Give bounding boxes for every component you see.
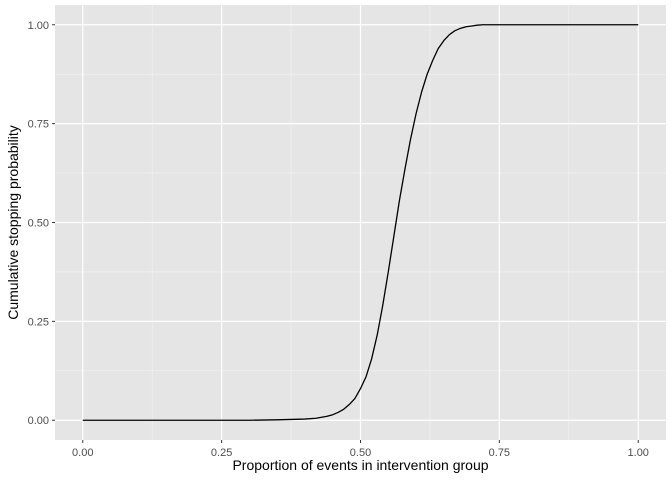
grid-major bbox=[55, 5, 666, 440]
y-tick-label: 1.00 bbox=[28, 20, 49, 32]
x-tick-label: 0.25 bbox=[211, 447, 232, 459]
x-tick-label: 0.50 bbox=[350, 447, 371, 459]
y-axis-title: Cumulative stopping probability bbox=[5, 125, 21, 320]
x-axis-title: Proportion of events in intervention gro… bbox=[232, 457, 488, 473]
x-tick-label: 0.75 bbox=[489, 447, 510, 459]
series-layer bbox=[82, 24, 639, 421]
x-axis: 0.00 0.25 0.50 0.75 1.00 bbox=[72, 440, 649, 459]
y-axis: 0.00 0.25 0.50 0.75 1.00 bbox=[28, 20, 55, 427]
x-tick-label: 0.00 bbox=[72, 447, 93, 459]
series-line bbox=[82, 24, 639, 421]
y-tick-label: 0.00 bbox=[28, 415, 49, 427]
y-tick-label: 0.50 bbox=[28, 218, 49, 230]
y-tick-label: 0.25 bbox=[28, 316, 49, 328]
y-tick-label: 0.75 bbox=[28, 119, 49, 131]
x-tick-label: 1.00 bbox=[628, 447, 649, 459]
